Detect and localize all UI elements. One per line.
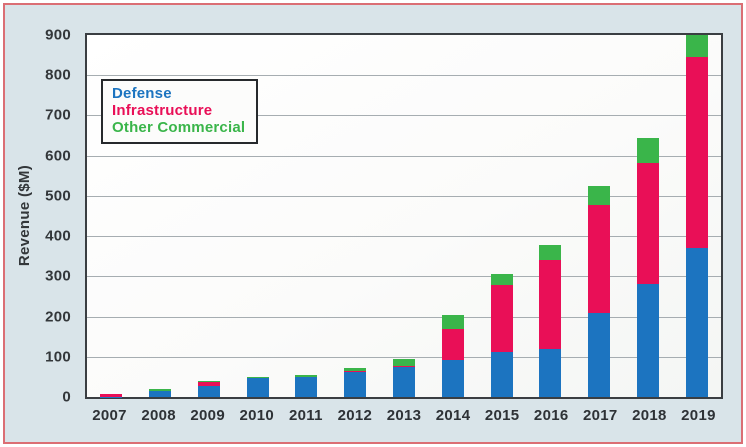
gridline-800 [87, 75, 721, 77]
bar-segment-other-commercial-2014 [441, 314, 464, 329]
bar-2010 [246, 35, 269, 397]
y-tick-label-500: 500 [45, 187, 71, 205]
gridline-100 [87, 356, 721, 358]
bar-2012 [344, 35, 367, 397]
x-tick-label-2011: 2011 [288, 407, 323, 424]
legend-item-infrastructure: Infrastructure [112, 102, 245, 119]
bar-segment-infrastructure-2013 [393, 366, 415, 367]
bar-2015 [490, 35, 513, 397]
bar-segment-defense-2018 [636, 284, 659, 397]
legend-label-defense: Defense [112, 85, 172, 102]
bar-segment-infrastructure-2014 [441, 328, 464, 360]
bar-2017 [588, 35, 611, 397]
y-tick-label-400: 400 [45, 227, 71, 245]
legend: Defense Infrastructure Other Commercial [101, 79, 259, 144]
bar-segment-infrastructure-2016 [539, 260, 562, 349]
bar-segment-other-commercial-2009 [197, 380, 220, 382]
gridline-500 [87, 195, 721, 197]
x-tick-label-2010: 2010 [239, 407, 275, 424]
legend-item-other-commercial: Other Commercial [112, 119, 245, 136]
y-tick-label-900: 900 [45, 26, 71, 44]
x-tick-label-2017: 2017 [583, 407, 618, 424]
bar-segment-infrastructure-2019 [685, 57, 708, 249]
bar-segment-defense-2015 [490, 351, 513, 397]
x-tick-label-2008: 2008 [141, 407, 176, 424]
bar-segment-other-commercial-2019 [685, 35, 708, 58]
bar-segment-defense-2012 [344, 371, 367, 397]
gridline-700 [87, 115, 721, 117]
bar-segment-other-commercial-2012 [344, 368, 367, 372]
bar-2019 [685, 35, 708, 397]
bar-segment-defense-2011 [295, 376, 318, 397]
x-tick-label-2009: 2009 [190, 407, 225, 424]
bar-segment-other-commercial-2010 [246, 376, 269, 379]
bar-segment-infrastructure-2015 [490, 284, 513, 352]
bar-segment-defense-2019 [685, 248, 708, 397]
x-tick-label-2016: 2016 [533, 407, 569, 424]
x-tick-label-2012: 2012 [337, 407, 373, 424]
x-tick-label-2007: 2007 [92, 407, 127, 424]
gridline-400 [87, 236, 721, 238]
bar-2014 [441, 35, 464, 397]
x-tick-label-2018: 2018 [632, 407, 667, 424]
bar-segment-defense-2016 [539, 348, 562, 397]
gridline-200 [87, 316, 721, 318]
x-tick-label-2015: 2015 [484, 407, 520, 424]
y-tick-label-600: 600 [45, 147, 71, 165]
bar-segment-defense-2008 [149, 390, 172, 397]
bar-segment-other-commercial-2015 [490, 273, 513, 285]
legend-label-infrastructure: Infrastructure [112, 102, 213, 119]
bar-segment-other-commercial-2013 [393, 358, 415, 367]
gridline-600 [87, 155, 721, 157]
bar-segment-other-commercial-2011 [295, 374, 318, 377]
y-tick-label-300: 300 [45, 267, 71, 285]
bar-segment-infrastructure-2007 [100, 393, 123, 397]
bar-2007 [100, 35, 123, 397]
y-tick-label-0: 0 [62, 388, 71, 406]
bar-segment-defense-2010 [246, 378, 269, 397]
gridline-300 [87, 276, 721, 278]
bar-2011 [295, 35, 318, 397]
y-tick-label-700: 700 [45, 106, 71, 124]
y-tick-label-800: 800 [45, 66, 71, 84]
chart-panel: Revenue ($M) 0 100 200 300 400 500 600 700 800 90… [3, 3, 743, 444]
bar-segment-other-commercial-2017 [588, 185, 611, 206]
bar-2013 [393, 35, 415, 397]
x-tick-label-2014: 2014 [435, 407, 471, 424]
x-axis-ticks: 2007 2008 2009 2010 2011 2012 2013 2014 2015 2016… [85, 405, 723, 427]
bar-segment-other-commercial-2016 [539, 244, 562, 261]
y-tick-label-100: 100 [45, 348, 71, 366]
bar-segment-infrastructure-2017 [588, 205, 611, 313]
x-tick-label-2019: 2019 [681, 407, 716, 424]
legend-label-other-commercial: Other Commercial [112, 119, 246, 136]
bar-segment-defense-2017 [588, 312, 611, 397]
bar-segment-infrastructure-2018 [636, 162, 659, 285]
y-axis-ticks: 0 100 200 300 400 500 600 700 800 900 [5, 27, 77, 406]
bar-2008 [149, 35, 172, 397]
bar-segment-other-commercial-2008 [149, 388, 172, 391]
bar-2018 [636, 35, 659, 397]
bar-segment-infrastructure-2009 [197, 381, 220, 386]
y-tick-label-200: 200 [45, 308, 71, 326]
legend-item-defense: Defense [112, 85, 245, 102]
bar-segment-defense-2009 [197, 385, 220, 397]
bar-2009 [197, 35, 220, 397]
bar-2016 [539, 35, 562, 397]
bar-segment-other-commercial-2018 [636, 137, 659, 163]
plot-area [85, 33, 723, 399]
bar-segment-defense-2014 [441, 360, 464, 397]
bar-segment-defense-2013 [393, 366, 415, 397]
x-tick-label-2013: 2013 [386, 407, 422, 424]
